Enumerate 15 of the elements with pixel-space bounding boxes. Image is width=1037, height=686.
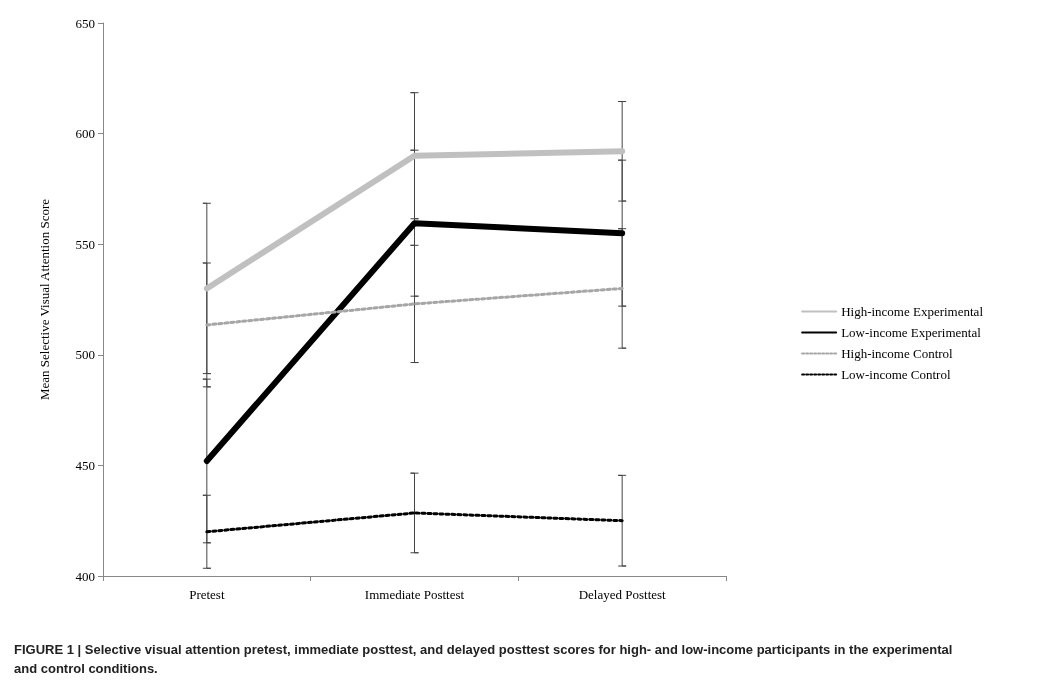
y-tick-label: 400 (75, 568, 95, 584)
legend-label: High-income Control (841, 346, 954, 361)
x-tick-label: Delayed Posttest (578, 587, 667, 602)
legend-label: Low-income Experimental (841, 325, 982, 340)
y-tick-label: 650 (75, 15, 95, 31)
legend-label: High-income Experimental (841, 304, 984, 319)
y-tick-label: 550 (75, 236, 95, 252)
y-tick-label: 450 (75, 457, 95, 473)
legend-label: Low-income Control (841, 367, 951, 382)
y-tick-label: 600 (75, 126, 95, 142)
y-axis-title: Mean Selective Visual Attention Score (37, 198, 52, 401)
y-tick-label: 500 (75, 347, 95, 363)
caption: FIGURE 1 | Selective visual attention pretest, immediate posttest, and delayed posttest scores for high- and low-income participants in the experimental and control conditions. (14, 642, 957, 676)
x-tick-label: Immediate Posttest (364, 587, 465, 602)
x-tick-label: Pretest (189, 587, 225, 602)
